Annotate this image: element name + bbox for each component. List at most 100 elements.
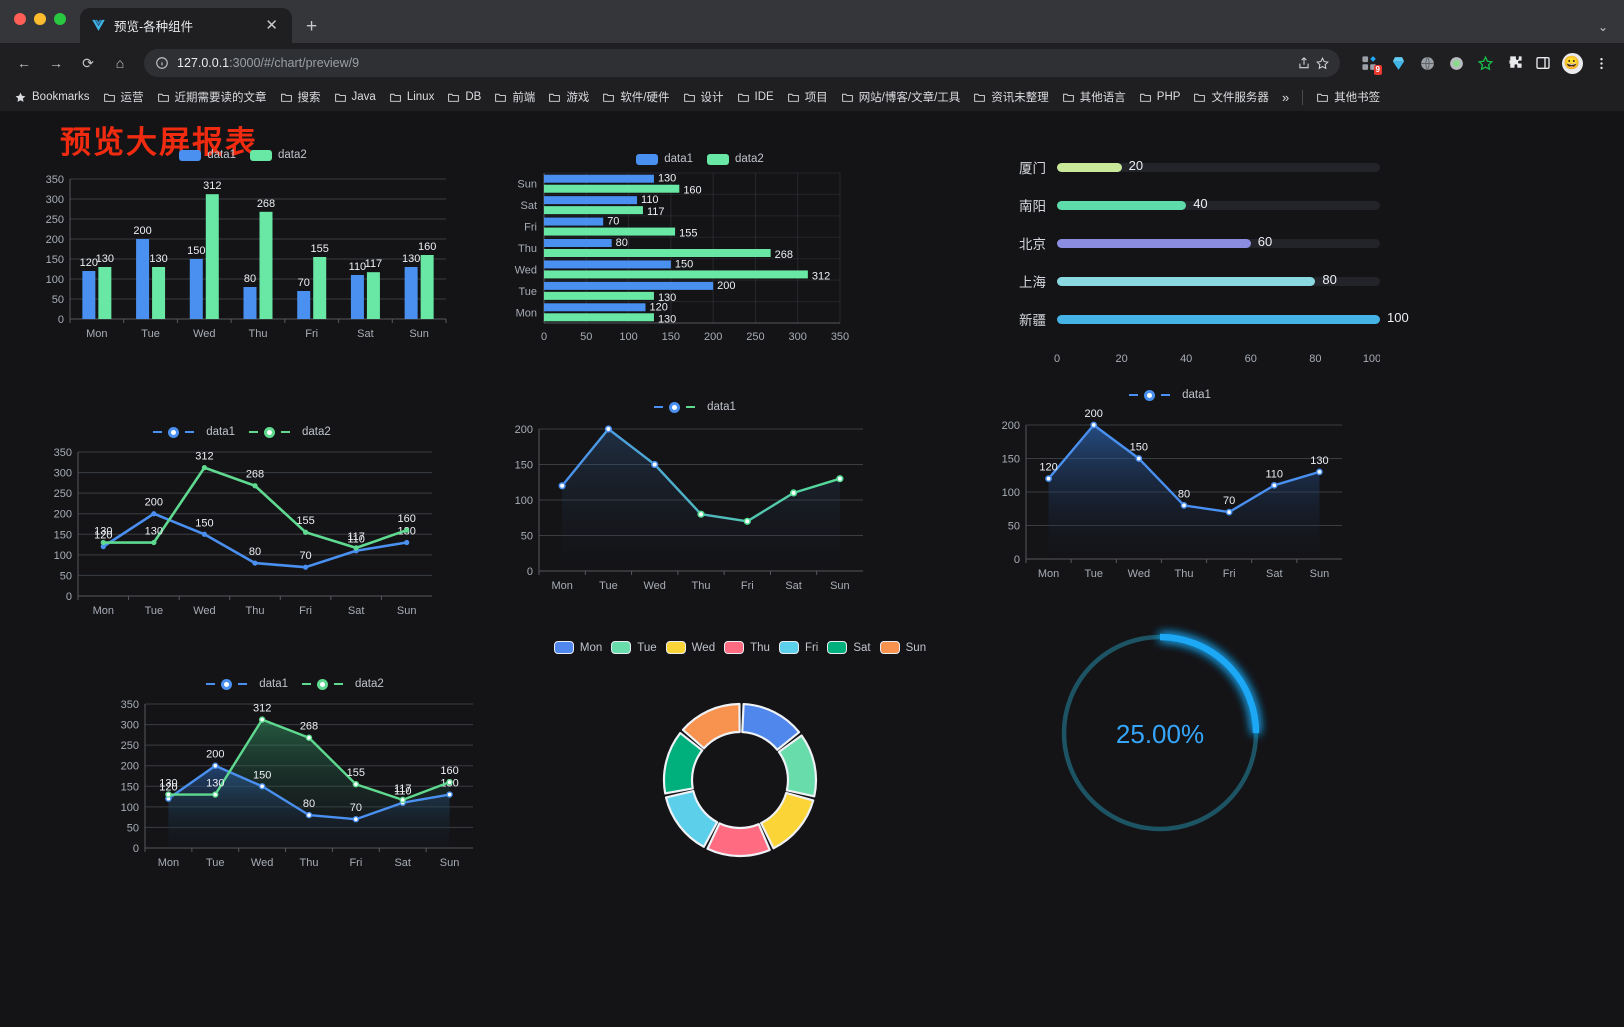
- profile-avatar[interactable]: 😀: [1559, 50, 1585, 76]
- bookmark-item[interactable]: 项目: [781, 86, 834, 108]
- legend-label: data1: [707, 401, 736, 413]
- home-button[interactable]: ⌂: [115, 55, 125, 71]
- bookmark-item-label: 网站/博客/文章/工具: [858, 92, 961, 104]
- close-window-button[interactable]: [14, 13, 26, 25]
- svg-text:Fri: Fri: [1223, 568, 1236, 580]
- share-icon[interactable]: [1296, 56, 1311, 71]
- svg-text:117: 117: [394, 783, 412, 795]
- svg-text:350: 350: [831, 331, 849, 343]
- legend-item[interactable]: Fri: [778, 641, 818, 654]
- donut-chart[interactable]: [540, 668, 940, 898]
- minimize-window-button[interactable]: [34, 13, 46, 25]
- sidepanel-icon[interactable]: [1530, 50, 1556, 76]
- new-tab-button[interactable]: +: [306, 16, 318, 37]
- bookmark-item[interactable]: 网站/博客/文章/工具: [835, 86, 967, 108]
- legend-item[interactable]: data1: [206, 678, 288, 690]
- svg-text:Fri: Fri: [299, 605, 312, 617]
- browser-tab[interactable]: 预览-各种组件 ✕: [80, 8, 292, 43]
- bookmark-star-icon[interactable]: [1315, 56, 1330, 71]
- progress-row[interactable]: 上海 80: [1000, 270, 1380, 292]
- smooth-line-chart[interactable]: 0 50 100 150 200 Mon Tue Wed Thu Fri Sat Sun: [495, 413, 895, 613]
- area-chart-dual[interactable]: 0 50 100 150 200 250 300 350 120 200 150 80 70 110 130…: [95, 690, 495, 890]
- svg-text:Fri: Fri: [305, 328, 318, 340]
- legend-item[interactable]: Sat: [827, 641, 871, 654]
- legend-item[interactable]: data1: [636, 153, 693, 165]
- svg-text:Thu: Thu: [692, 580, 711, 592]
- bookmark-item[interactable]: 软件/硬件: [596, 86, 675, 108]
- bookmark-item[interactable]: IDE: [731, 88, 780, 107]
- extensions-icon[interactable]: 9: [1356, 50, 1382, 76]
- globe-icon[interactable]: [1414, 50, 1440, 76]
- bookmark-item[interactable]: 设计: [677, 86, 730, 108]
- bookmark-item[interactable]: Linux: [383, 88, 441, 107]
- bookmark-item[interactable]: PHP: [1133, 88, 1187, 107]
- address-bar[interactable]: 127.0.0.1:3000/#/chart/preview/9: [144, 49, 1340, 77]
- progress-row[interactable]: 北京 60: [1000, 232, 1380, 254]
- legend-item[interactable]: data1: [179, 149, 236, 161]
- area-chart-single[interactable]: 0 50 100 150 200 120 200 150 80 70 110 130 Mon Tue Wed…: [980, 401, 1360, 601]
- progress-row[interactable]: 新疆 100: [1000, 308, 1409, 330]
- svg-text:200: 200: [717, 280, 735, 292]
- dual-line-chart[interactable]: 0 50 100 150 200 250 300 350 Mon Tue Wed Thu Fri Sat S…: [32, 438, 452, 638]
- progress-row[interactable]: 厦门 20: [1000, 156, 1380, 178]
- bookmark-item[interactable]: 游戏: [542, 86, 595, 108]
- maximize-window-button[interactable]: [54, 13, 66, 25]
- reload-button[interactable]: ⟳: [82, 54, 94, 71]
- bookmark-item[interactable]: 运营: [97, 86, 150, 108]
- area-chart-dual-panel: data1 data2 0 50 100 150 200 250 300 350 120 200 1…: [95, 678, 495, 890]
- page-title: 预览大屏报表: [60, 125, 258, 160]
- legend-item[interactable]: Wed: [665, 641, 715, 654]
- bookmark-item[interactable]: 资讯未整理: [967, 86, 1055, 108]
- legend-item[interactable]: data2: [250, 149, 307, 161]
- legend-label: data1: [664, 153, 693, 165]
- bookmark-item[interactable]: 其他语言: [1056, 86, 1132, 108]
- legend-item[interactable]: data2: [302, 678, 384, 690]
- svg-text:130: 130: [1310, 455, 1328, 467]
- forward-button[interactable]: →: [49, 55, 63, 71]
- bookmark-item[interactable]: 文件服务器: [1187, 86, 1275, 108]
- bookmark-root[interactable]: Bookmarks: [8, 88, 96, 107]
- bookmark-item[interactable]: 前端: [488, 86, 541, 108]
- legend-item[interactable]: data1: [1129, 389, 1211, 401]
- legend-item[interactable]: Thu: [724, 641, 770, 654]
- legend-item[interactable]: data2: [707, 153, 764, 165]
- legend-item[interactable]: Sun: [879, 641, 926, 654]
- gauge-chart[interactable]: 25.00%: [1040, 611, 1280, 861]
- progress-row[interactable]: 南阳 40: [1000, 194, 1380, 216]
- bookmarks-overflow-button[interactable]: »: [1281, 89, 1290, 105]
- bookmark-item[interactable]: 近期需要读的文章: [151, 86, 273, 108]
- info-icon[interactable]: [154, 56, 169, 71]
- circle-green-icon[interactable]: [1443, 50, 1469, 76]
- svg-text:200: 200: [1085, 408, 1103, 420]
- bookmark-item[interactable]: 搜索: [274, 86, 327, 108]
- bookmark-item-label: Linux: [406, 91, 435, 103]
- svg-text:130: 130: [658, 173, 676, 185]
- folder-icon: [1062, 93, 1074, 102]
- svg-text:60: 60: [1245, 353, 1257, 365]
- bookmark-item[interactable]: Java: [328, 88, 382, 107]
- legend-item[interactable]: Tue: [611, 641, 657, 654]
- back-button[interactable]: ←: [17, 55, 31, 71]
- legend-item[interactable]: Mon: [553, 641, 603, 654]
- legend-item[interactable]: data2: [249, 426, 331, 438]
- close-icon[interactable]: ✕: [265, 17, 278, 34]
- bookmark-other[interactable]: 其他书签: [1310, 86, 1386, 108]
- progress-row-label: 上海: [1019, 275, 1046, 290]
- diamond-icon[interactable]: [1385, 50, 1411, 76]
- legend-item[interactable]: data1: [654, 401, 736, 413]
- chevron-down-icon[interactable]: ⌄: [1597, 20, 1608, 34]
- bookmark-item-label: PHP: [1156, 91, 1181, 103]
- puzzle-icon[interactable]: [1501, 50, 1527, 76]
- legend-item[interactable]: data1: [153, 426, 235, 438]
- window-controls[interactable]: [14, 13, 66, 25]
- vertical-bar-chart[interactable]: 050100150200250300350Mon120130Tue200130W…: [28, 161, 458, 351]
- kebab-menu-icon[interactable]: [1588, 50, 1614, 76]
- legend-label: Mon: [579, 641, 603, 654]
- bookmark-item-label: 近期需要读的文章: [174, 92, 267, 104]
- svg-text:Sat: Sat: [785, 580, 802, 592]
- donut-chart-panel: Mon Tue Wed Thu Fri Sat Sun: [540, 641, 940, 898]
- star-outline-green-icon[interactable]: [1472, 50, 1498, 76]
- progress-rows: 厦门 20 南阳 40 北京 60 上海 80 新疆 100: [1000, 156, 1409, 330]
- bookmark-item[interactable]: DB: [441, 88, 487, 107]
